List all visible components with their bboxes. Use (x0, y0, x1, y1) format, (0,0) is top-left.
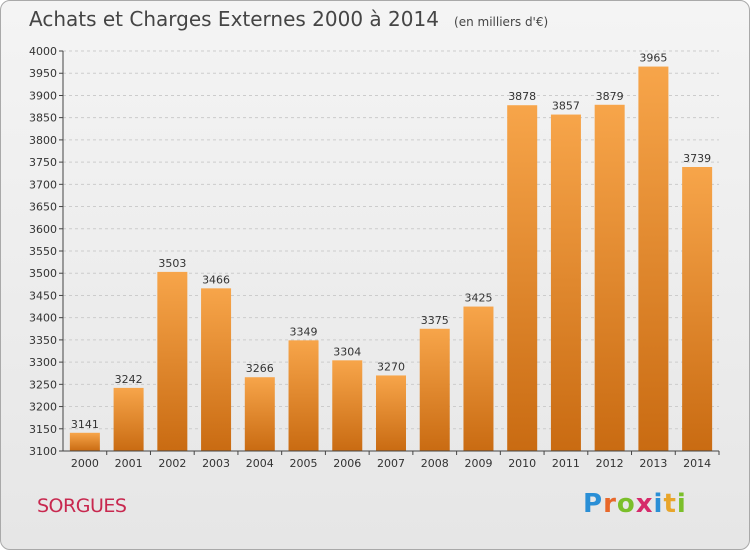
y-tick-label: 3600 (29, 223, 57, 236)
bar-2010 (507, 105, 538, 451)
y-tick-label: 3850 (29, 112, 57, 125)
y-tick-label: 3100 (29, 445, 57, 458)
y-tick-label: 3750 (29, 156, 57, 169)
data-label-2011: 3857 (552, 100, 580, 113)
data-label-2009: 3425 (464, 292, 492, 305)
proxiti-logo: Proxiti (583, 489, 687, 519)
x-tick-label-2012: 2012 (596, 457, 624, 470)
title-row: Achats et Charges Externes 2000 à 2014 (… (29, 7, 548, 31)
data-label-2003: 3466 (202, 273, 230, 286)
chart-title: Achats et Charges Externes 2000 à 2014 (29, 7, 439, 31)
data-label-2001: 3242 (115, 373, 143, 386)
y-tick-label: 3700 (29, 178, 57, 191)
data-label-2005: 3349 (290, 325, 318, 338)
brand-letter: t (663, 489, 677, 519)
x-tick-label-2013: 2013 (639, 457, 667, 470)
x-tick-labels: 2000 2001 2002 2003 2004 2005 2006 2007 2008 2009… (71, 457, 711, 470)
brand-letter: x (635, 489, 654, 519)
y-tick-label: 3900 (29, 89, 57, 102)
y-tick-label: 3550 (29, 245, 57, 258)
data-label-2002: 3503 (158, 257, 186, 270)
town-name: SORGUES (37, 495, 127, 517)
y-tick-label: 3450 (29, 289, 57, 302)
bar-2004 (244, 377, 275, 451)
y-tick-label: 3200 (29, 401, 57, 414)
y-tick-label: 3800 (29, 134, 57, 147)
data-label-2006: 3304 (333, 345, 361, 358)
bar-2000 (69, 432, 100, 451)
y-tick-label: 3150 (29, 423, 57, 436)
x-tick-label-2003: 2003 (202, 457, 230, 470)
axes (62, 51, 719, 452)
x-tick-label-2005: 2005 (290, 457, 318, 470)
data-label-2012: 3879 (596, 90, 624, 103)
bars (69, 66, 713, 452)
bar-2009 (463, 306, 494, 451)
bar-2002 (157, 271, 188, 451)
bar-2011 (550, 114, 581, 452)
x-tick-label-2011: 2011 (552, 457, 580, 470)
data-label-2008: 3375 (421, 314, 449, 327)
bar-2006 (332, 360, 363, 451)
x-tick-label-2010: 2010 (508, 457, 536, 470)
bar-2012 (594, 104, 625, 452)
data-label-2000: 3141 (71, 418, 99, 431)
brand-letter: r (603, 489, 617, 519)
bar-2007 (376, 375, 406, 451)
x-tick-label-2001: 2001 (115, 457, 143, 470)
bar-2003 (201, 288, 232, 451)
data-label-2010: 3878 (508, 90, 536, 103)
y-tick-label: 3250 (29, 378, 57, 391)
data-label-2013: 3965 (639, 52, 667, 65)
data-label-2014: 3739 (683, 152, 711, 165)
chart-unit: (en milliers d'€) (454, 15, 549, 29)
x-tick-label-2004: 2004 (246, 457, 274, 470)
y-tick-label: 3500 (29, 267, 57, 280)
brand-letter: o (616, 489, 636, 519)
x-tick-label-2014: 2014 (683, 457, 711, 470)
x-tick-label-2006: 2006 (333, 457, 361, 470)
y-tick-label: 3350 (29, 334, 57, 347)
data-labels: 3141 3242 3503 3466 3266 3349 3304 3270 3375 3425… (71, 52, 711, 431)
bar-2013 (638, 66, 669, 452)
y-tick-label: 3400 (29, 312, 57, 325)
brand-letter: P (583, 489, 604, 519)
y-tick-label: 3300 (29, 356, 57, 369)
x-tick-label-2000: 2000 (71, 457, 99, 470)
brand-letter: i (676, 489, 687, 519)
y-tick-label: 3650 (29, 201, 57, 214)
x-tick-label-2008: 2008 (421, 457, 449, 470)
bar-2014 (682, 167, 713, 451)
bar-2005 (288, 340, 319, 451)
x-tick-label-2007: 2007 (377, 457, 405, 470)
bar-2001 (113, 387, 144, 451)
y-tick-labels: 3100 3150 3200 3250 3300 3350 3400 3450 3500 3550… (29, 45, 57, 458)
x-tick-label-2002: 2002 (158, 457, 186, 470)
data-label-2004: 3266 (246, 362, 274, 375)
y-tick-label: 4000 (29, 45, 57, 58)
brand-letter: i (653, 489, 664, 519)
y-tick-label: 3950 (29, 67, 57, 80)
x-tick-label-2009: 2009 (464, 457, 492, 470)
data-label-2007: 3270 (377, 360, 405, 373)
bar-2008 (419, 328, 450, 451)
